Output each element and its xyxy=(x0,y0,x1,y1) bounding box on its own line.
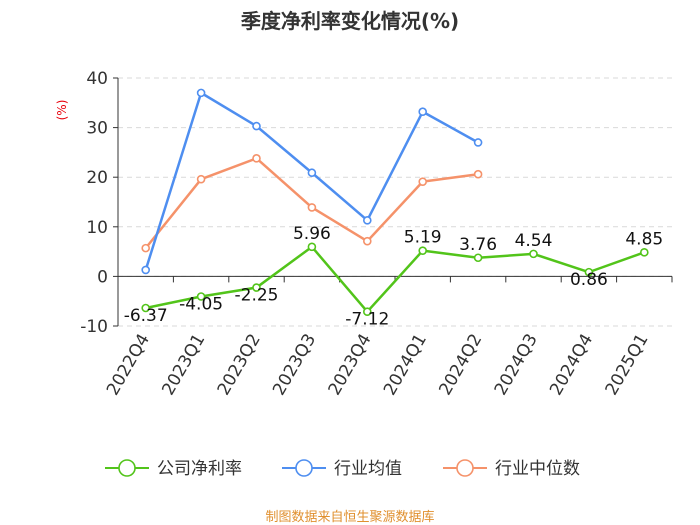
data-point xyxy=(362,216,372,225)
data-point xyxy=(529,249,538,259)
data-point xyxy=(252,154,261,163)
y-tick-labels: 40 30 20 10 0 -10 xyxy=(80,69,108,337)
data-point xyxy=(473,169,483,179)
x-tick-labels: 2022Q4 2023Q1 2023Q2 2023Q3 2023Q4 2024Q1 2024… xyxy=(103,330,653,398)
y-tick-label: 30 xyxy=(86,119,108,139)
x-tick-label: 2023Q3 xyxy=(269,331,320,399)
data-point xyxy=(252,121,261,131)
y-tick-label: 0 xyxy=(97,267,108,287)
data-point xyxy=(418,107,428,117)
data-point xyxy=(196,174,206,184)
legend-marker xyxy=(456,459,474,477)
y-tick-label: 20 xyxy=(86,168,108,188)
data-point xyxy=(418,246,428,255)
data-point xyxy=(473,138,483,147)
x-tick-label: 2023Q2 xyxy=(214,331,265,399)
y-axis-unit: (%) xyxy=(55,100,69,121)
x-tick-label: 2023Q1 xyxy=(158,331,209,399)
data-point xyxy=(307,242,317,252)
source-note: 制图数据来自恒生聚源数据库 xyxy=(265,509,434,525)
data-point xyxy=(362,307,372,317)
data-point xyxy=(362,236,372,246)
y-tick-label: 40 xyxy=(86,69,108,89)
chart-title: 季度净利率变化情况(%) xyxy=(240,9,459,33)
data-label: 4.85 xyxy=(625,229,663,249)
legend-label: 行业均值 xyxy=(334,459,402,479)
data-point xyxy=(307,203,317,212)
x-tick-label: 2024Q2 xyxy=(435,330,486,398)
data-point xyxy=(196,88,206,98)
axes xyxy=(113,77,673,327)
y-tick-label: -10 xyxy=(80,317,108,337)
data-label: 3.76 xyxy=(459,235,497,255)
x-tick-label: 2024Q4 xyxy=(546,331,597,399)
x-tick-label: 2024Q1 xyxy=(380,331,431,399)
data-label: -7.12 xyxy=(345,310,389,330)
x-tick-label: 2024Q3 xyxy=(491,331,542,399)
data-label: 0.86 xyxy=(570,270,608,290)
data-point xyxy=(252,283,261,292)
y-tick-label: 10 xyxy=(86,218,108,238)
data-label: 5.19 xyxy=(404,228,442,248)
x-tick-label: 2023Q4 xyxy=(325,331,376,399)
data-point xyxy=(418,177,428,186)
data-point xyxy=(307,168,317,178)
data-point xyxy=(473,253,483,263)
data-label: -6.37 xyxy=(124,306,168,326)
data-label: 5.96 xyxy=(293,224,331,244)
series-line xyxy=(145,245,645,313)
data-point xyxy=(141,243,150,253)
data-label: -2.25 xyxy=(235,286,279,306)
data-label: 4.54 xyxy=(515,231,553,251)
legend-label: 公司净利率 xyxy=(157,459,242,479)
data-point xyxy=(584,267,594,277)
series-lines xyxy=(141,88,649,317)
data-point xyxy=(196,292,206,301)
legend-marker xyxy=(118,459,136,477)
data-point xyxy=(141,303,150,313)
legend-marker xyxy=(295,459,313,477)
legend: 公司净利率 行业均值 行业中位数 xyxy=(105,459,580,479)
x-tick-label: 2022Q4 xyxy=(103,331,154,399)
x-tick-label: 2025Q1 xyxy=(602,331,653,399)
data-point xyxy=(639,248,649,257)
data-point xyxy=(141,265,150,275)
legend-label: 行业中位数 xyxy=(495,459,580,479)
data-labels: -6.37 -4.05 -2.25 5.96 -7.12 5.19 3.76 4.54 0.86… xyxy=(124,224,664,330)
data-label: -4.05 xyxy=(179,294,223,314)
